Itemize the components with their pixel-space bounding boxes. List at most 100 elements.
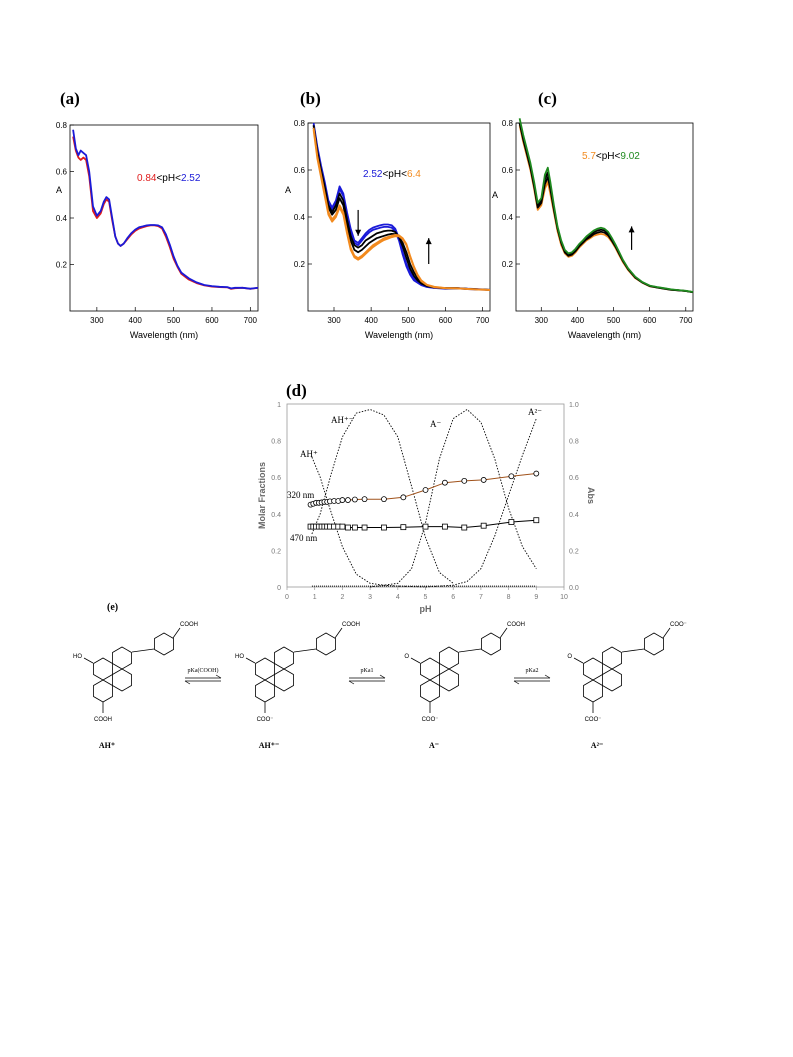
abs-point-470 [339,523,346,530]
equilibrium-label: pKa1 [361,668,374,674]
y-axis-label: A [285,185,291,195]
y-tick-label-left: 0 [277,585,281,592]
y-tick-label: 0.8 [294,119,306,128]
plot-frame [69,124,259,312]
bond [458,648,482,653]
x-tick-label: 400 [364,316,378,325]
y-tick-label-right: 0.6 [569,475,579,482]
abs-point-470 [533,517,540,524]
equilibrium-label: pKa(COOH) [188,667,219,674]
species-fraction-curve-3 [425,418,537,588]
panel-label-a: (a) [60,89,80,108]
abs-point-320 [508,473,515,480]
ph-range-annotation: 0.84<pH<2.52 [137,173,201,184]
bond [172,627,181,639]
y-tick-label-left: 0.8 [271,439,281,446]
abs-point-470 [480,522,487,529]
bond [662,627,671,639]
ring [274,668,294,692]
ph-range-part: 6.4 [407,169,421,180]
y-axis-label-left: Molar Fractions [257,462,267,529]
ph-range-part: <pH< [382,169,407,180]
x-axis-label: Wavelength (nm) [365,330,433,340]
y-tick-label-left: 0.2 [271,548,281,555]
ph-range-annotation: 5.7<pH<9.02 [582,151,640,162]
y-tick-label-left: 0.6 [271,475,281,482]
spectrum-series-2 [518,122,694,294]
species-name: A⁻ [429,741,439,750]
x-tick-label: 9 [534,594,538,601]
abs-point-470 [345,524,351,531]
x-axis-label: Wavelength (nm) [130,330,198,340]
x-tick-label: 2 [340,594,344,601]
abs-point-320 [533,470,540,477]
ph-range-part: <pH< [596,151,621,162]
y-tick-label: 0.8 [56,121,68,130]
chart-a: 300 400 500 600 700 0.2 0.4 0.6 0.8 Wavelength (n… [56,121,259,340]
trend-arrow-up [425,238,432,245]
abs-point-320 [480,477,487,483]
x-axis-label: Waavelength (nm) [568,330,641,340]
abs-point-470 [351,524,358,531]
abs-point-320 [422,487,429,493]
top-substituent: COOH [342,622,360,628]
x-tick-label: 8 [507,594,511,601]
bottom-substituent: COO⁻ [422,717,439,723]
x-tick-label: 4 [396,594,400,601]
x-tick-label: 600 [439,316,453,325]
species-fraction-curve-0 [311,456,426,588]
y-axis-label-right: Abs [586,487,596,504]
phenyl-ring [481,632,501,656]
ph-range-part: 5.7 [582,151,596,162]
x-tick-label: 700 [476,316,490,325]
ph-range-part: <pH< [156,173,181,184]
phenyl-ring [316,632,336,656]
top-substituent: COOH [180,622,198,628]
ring [93,657,113,681]
bond [334,627,343,639]
abs-point-470 [508,519,515,525]
species-label: A²⁻ [528,407,542,417]
reaction-scheme: COOHCOOHHOAH⁺COOHCOO⁻HOAH⁺⁻COOHCOO⁻OA⁻CO… [73,622,687,750]
abs-point-320 [361,496,368,503]
y-tick-label-right: 0.4 [569,512,579,519]
abs-point-470 [441,523,448,530]
x-tick-label: 300 [327,316,341,325]
x-tick-label: 500 [402,316,416,325]
ring [602,668,622,692]
y-tick-label-right: 0.8 [569,439,579,446]
left-group: HO [235,654,244,660]
y-tick-label-left: 1 [277,402,281,409]
x-tick-label: 600 [205,316,219,325]
ring [255,657,275,681]
bond [83,657,94,664]
species-label: AH⁺⁻ [331,415,354,425]
x-tick-label: 3 [368,594,372,601]
panel-label-e: (e) [107,602,118,613]
ph-range-part: 2.52 [363,169,383,180]
y-axis-label: A [56,185,62,195]
arrow-head [184,680,191,685]
y-tick-label: 0.2 [294,260,306,269]
x-axis-label: pH [420,604,432,614]
y-tick-label-right: 1.0 [569,402,579,409]
ph-range-part: 9.02 [620,151,640,162]
species-label: A⁻ [430,419,441,429]
spectrum-series-3 [518,118,694,293]
y-tick-label: 0.2 [502,260,514,269]
y-axis-label: A [492,190,498,200]
wavelength-label-470: 470 nm [290,533,317,543]
equilibrium-label: pKa2 [526,668,539,674]
species-label: AH⁺ [300,449,318,459]
arrow-head [513,680,520,685]
abs-point-320 [381,496,387,503]
abs-point-320 [461,477,468,484]
species-name: A²⁻ [591,741,603,750]
bond [410,657,421,664]
y-tick-label: 0.8 [502,119,514,128]
spectrum-series-1 [518,122,694,294]
panel-label-b: (b) [300,89,321,108]
molecule-1: COOH COO⁻ HO AH⁺⁻ [235,622,360,750]
y-tick-label: 0.2 [56,261,68,270]
